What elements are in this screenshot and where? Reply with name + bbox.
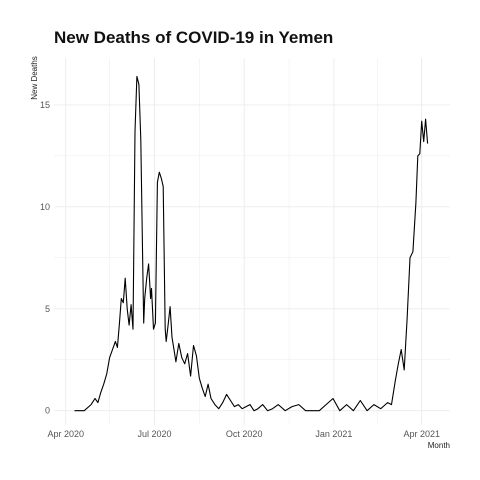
y-tick-label: 10 — [40, 202, 50, 212]
y-tick-label: 5 — [45, 304, 50, 314]
y-tick-label: 0 — [45, 406, 50, 416]
y-axis-title: New Deaths — [30, 56, 39, 100]
y-tick-label: 15 — [40, 100, 50, 110]
x-tick-labels: Apr 2020 Jul 2020 Oct 2020 Jan 2021 Apr 2021 — [47, 429, 440, 439]
grid — [54, 58, 450, 425]
x-tick-label: Jan 2021 — [315, 429, 352, 439]
new-deaths-line — [74, 75, 429, 412]
chart-title: New Deaths of COVID-19 in Yemen — [54, 28, 333, 47]
series-layer — [74, 75, 429, 412]
y-tick-labels: 0 5 10 15 — [40, 100, 50, 416]
x-tick-label: Oct 2020 — [226, 429, 263, 439]
x-tick-label: Jul 2020 — [137, 429, 171, 439]
x-tick-label: Apr 2021 — [403, 429, 440, 439]
x-axis-title: Month — [428, 441, 450, 450]
x-tick-label: Apr 2020 — [47, 429, 84, 439]
